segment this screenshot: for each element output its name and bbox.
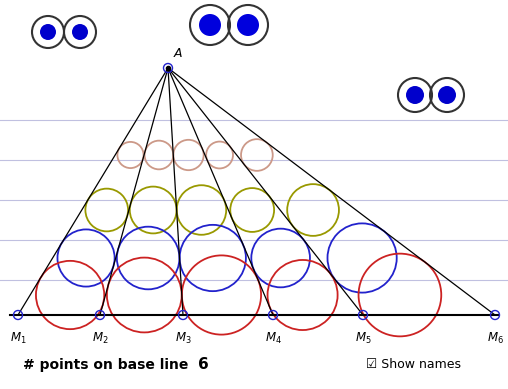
- Circle shape: [72, 24, 88, 40]
- Text: $M_1$: $M_1$: [10, 331, 26, 346]
- Text: # points on base line: # points on base line: [22, 357, 188, 371]
- Text: ☑ Show names: ☑ Show names: [366, 358, 461, 371]
- Circle shape: [406, 86, 424, 104]
- Circle shape: [199, 14, 221, 36]
- Text: $M_3$: $M_3$: [175, 331, 192, 346]
- Text: $M_2$: $M_2$: [92, 331, 108, 346]
- Circle shape: [237, 14, 259, 36]
- Circle shape: [40, 24, 56, 40]
- Text: 6: 6: [198, 357, 209, 372]
- Circle shape: [438, 86, 456, 104]
- Text: $M_5$: $M_5$: [355, 331, 371, 346]
- Text: $A$: $A$: [173, 47, 183, 60]
- Text: $M_4$: $M_4$: [265, 331, 281, 346]
- Text: $M_6$: $M_6$: [487, 331, 503, 346]
